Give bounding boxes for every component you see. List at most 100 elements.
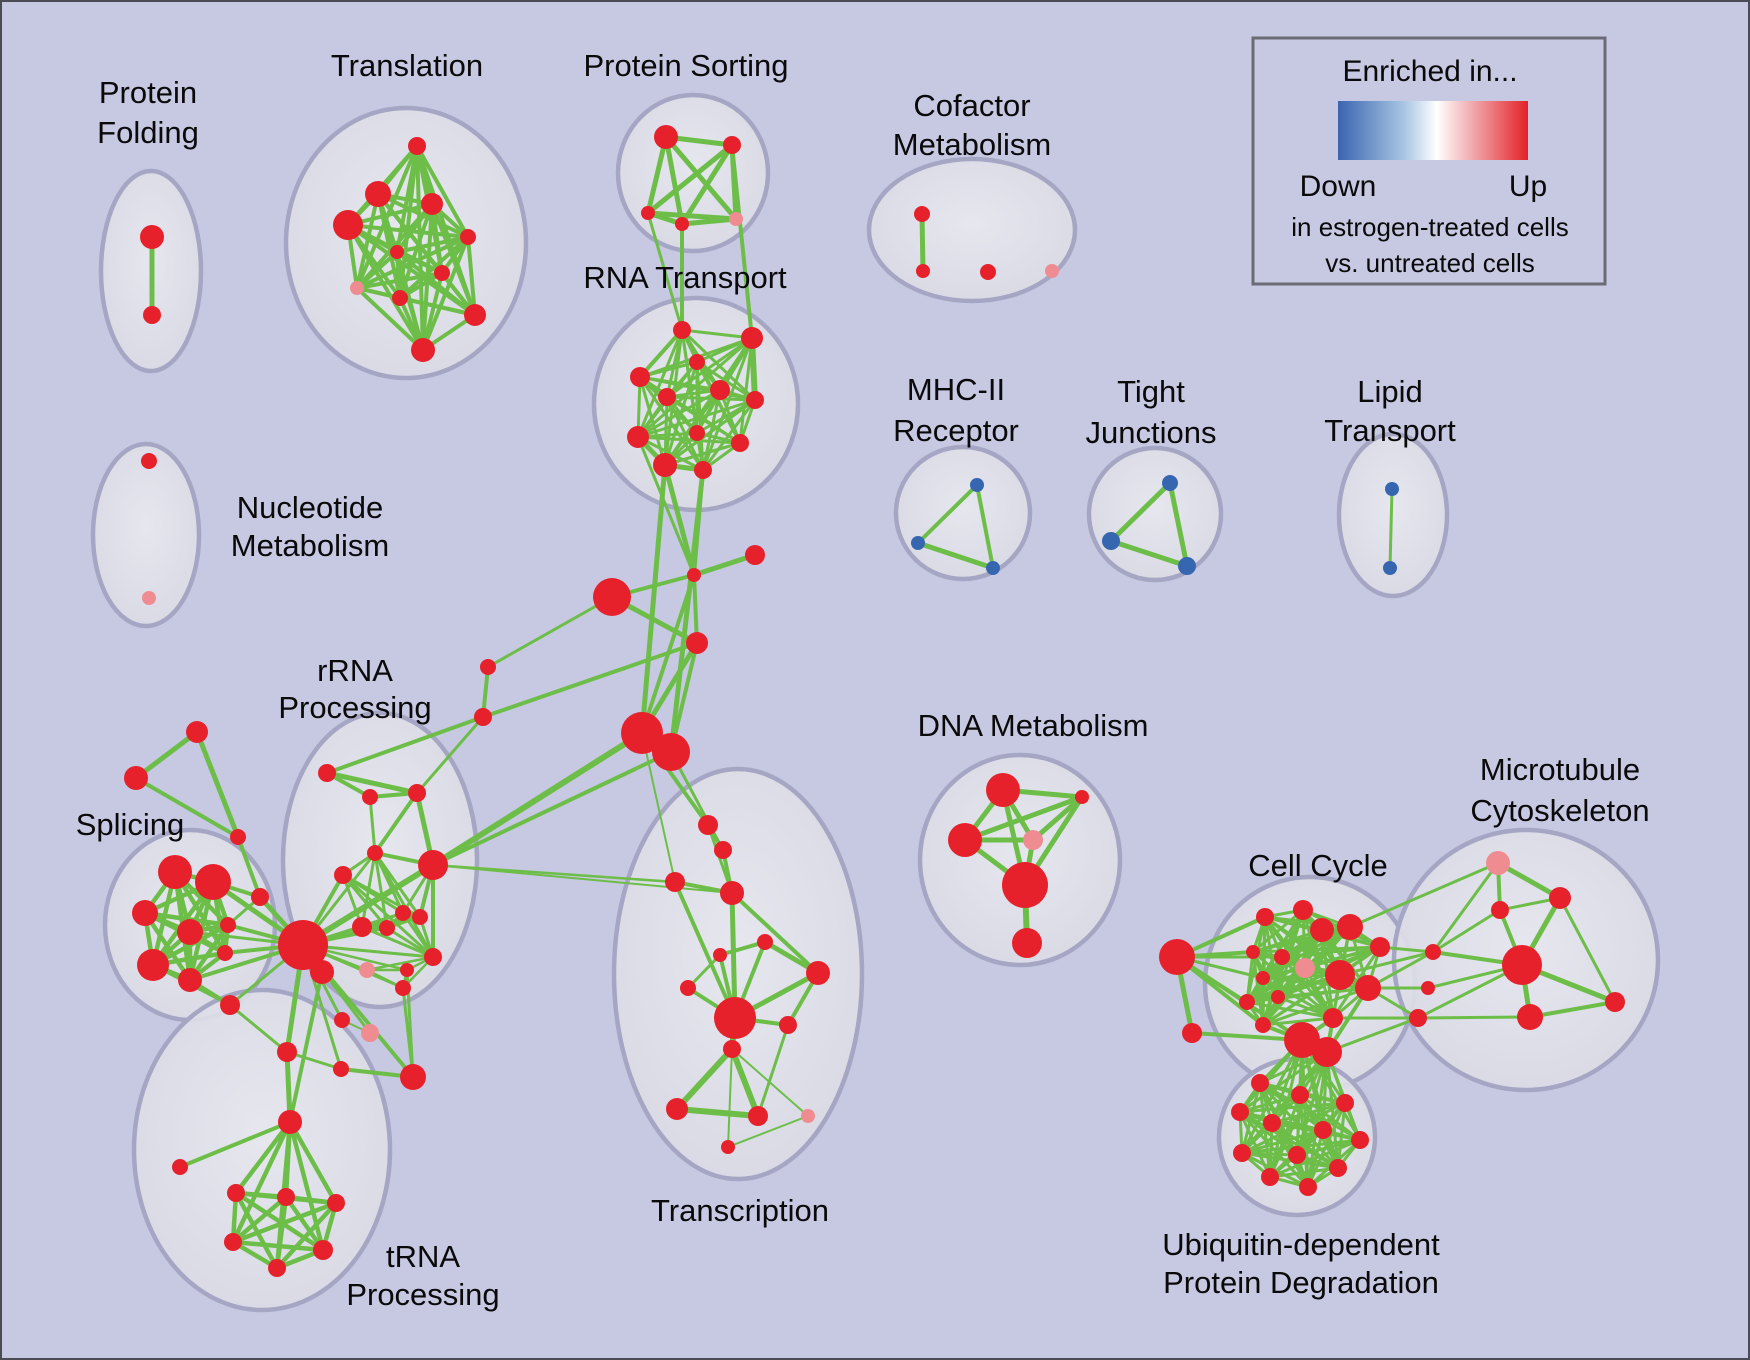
network-node-tj1 <box>1162 475 1178 491</box>
network-node-rt5 <box>658 388 676 406</box>
network-node-nm1 <box>141 453 157 469</box>
network-node-tr10 <box>779 1016 797 1034</box>
network-edge <box>1261 976 1370 990</box>
network-node-n11 <box>400 963 414 977</box>
cluster-ellipse-protein-sorting <box>615 92 771 254</box>
network-edge <box>665 336 754 399</box>
network-edge <box>346 223 470 239</box>
network-node-u3 <box>327 1194 345 1212</box>
network-node-u1 <box>227 1184 245 1202</box>
network-node-bigR <box>400 1064 426 1090</box>
network-node-rt10 <box>731 434 749 452</box>
network-edge <box>756 1023 790 1118</box>
network-edge <box>668 467 706 755</box>
network-edge <box>486 595 614 669</box>
network-node-mh1 <box>970 478 984 492</box>
legend-down-label: Down <box>1300 170 1377 203</box>
network-edge <box>398 271 444 300</box>
cluster-ellipse-lipid-transport <box>1336 431 1450 599</box>
network-node-q3 <box>1231 1103 1249 1121</box>
cluster-label-rrna-processing: Processing <box>278 690 431 725</box>
network-node-pf1 <box>140 225 164 249</box>
network-node-tr3 <box>665 872 685 892</box>
network-edge <box>663 441 742 467</box>
legend-subtitle-line1: in estrogen-treated cells <box>1291 212 1568 242</box>
cluster-label-dna-metabolism: DNA Metabolism <box>918 708 1149 743</box>
network-node-bL <box>593 578 631 616</box>
network-node-tr2 <box>714 841 732 859</box>
network-edge <box>133 729 200 781</box>
network-edge <box>916 483 979 545</box>
network-edge <box>1240 1128 1325 1155</box>
network-node-c13 <box>1239 994 1255 1010</box>
network-node-mt4 <box>1605 992 1625 1012</box>
network-edge <box>1167 480 1190 569</box>
network-node-t4 <box>333 210 363 240</box>
network-node-n3 <box>408 784 426 802</box>
network-node-p2 <box>361 1024 379 1042</box>
network-node-t11 <box>411 338 435 362</box>
network-edge <box>1348 861 1500 929</box>
network-edge <box>395 250 477 317</box>
network-edge <box>415 715 485 795</box>
network-node-n12 <box>424 948 442 966</box>
network-node-H2 <box>310 960 334 984</box>
network-edge <box>673 880 737 1020</box>
legend-title: Enriched in... <box>1342 55 1517 88</box>
network-edge <box>287 1119 339 1206</box>
network-edge <box>1280 945 1382 959</box>
network-edge <box>398 296 477 317</box>
network-edge <box>636 435 705 472</box>
network-node-bR <box>745 545 765 565</box>
network-edge <box>341 873 435 959</box>
network-node-tr5 <box>757 934 773 950</box>
network-node-c8 <box>1246 945 1260 959</box>
network-node-rt6 <box>710 380 730 400</box>
network-edge <box>636 388 722 439</box>
network-node-d3 <box>948 823 982 857</box>
network-node-n9 <box>395 905 411 921</box>
network-node-q5 <box>1263 1114 1281 1132</box>
network-node-cc2 <box>1421 981 1435 995</box>
network-node-n2 <box>362 789 378 805</box>
cluster-label-cell-cycle: Cell Cycle <box>1248 848 1388 883</box>
network-node-n13 <box>334 1012 350 1028</box>
network-edge <box>324 770 420 796</box>
network-node-tri2 <box>124 766 148 790</box>
network-node-rt7 <box>746 391 764 409</box>
cluster-label-protein-sorting: Protein Sorting <box>583 48 788 83</box>
network-edge <box>142 910 193 983</box>
network-node-n5 <box>418 850 448 880</box>
network-node-tr14 <box>801 1109 815 1123</box>
network-node-cc3 <box>1409 1009 1427 1027</box>
network-node-layer <box>124 125 1625 1277</box>
network-edge <box>346 223 425 352</box>
network-node-s4 <box>177 919 203 945</box>
cluster-label-cofactor-metabolism: Cofactor <box>913 88 1030 123</box>
network-edge <box>1416 1015 1532 1020</box>
network-node-tri1 <box>186 721 208 743</box>
network-node-tj3 <box>1178 557 1196 575</box>
network-edge <box>662 462 697 578</box>
network-edge <box>194 729 241 840</box>
network-edge <box>674 1106 761 1119</box>
network-node-rt12 <box>694 461 712 479</box>
legend-gradient-bar <box>1338 101 1528 160</box>
network-edge <box>1261 976 1335 1020</box>
network-node-u4 <box>224 1233 242 1251</box>
network-edge <box>134 776 240 839</box>
network-edge <box>1295 1138 1362 1157</box>
network-node-c9 <box>1274 949 1290 965</box>
network-node-bb <box>220 995 240 1015</box>
network-edge <box>962 794 1085 843</box>
network-node-u5 <box>313 1240 333 1260</box>
network-edge <box>701 336 754 472</box>
network-node-s1 <box>158 855 192 889</box>
network-edge <box>1268 1166 1340 1179</box>
network-node-j2 <box>686 632 708 654</box>
network-node-cf1 <box>914 206 930 222</box>
network-node-tr15 <box>721 1140 735 1154</box>
network-edge <box>233 1190 280 1271</box>
